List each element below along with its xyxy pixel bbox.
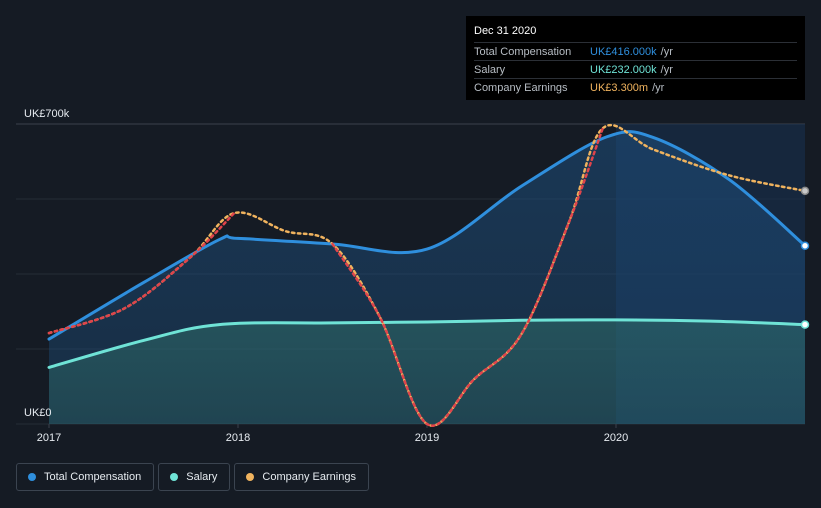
legend-item-company-earnings[interactable]: Company Earnings [234,463,369,491]
x-tick-label-2019: 2019 [415,432,439,444]
tooltip-value: UK£3.300m [590,81,649,94]
company-earnings-decline-segment [331,127,605,427]
legend-item-total-compensation[interactable]: Total Compensation [16,463,155,491]
chart-legend: Total Compensation Salary Company Earnin… [16,463,369,491]
x-tick-label-2017: 2017 [37,432,61,444]
tooltip-row-total-compensation: Total Compensation UK£416.000k /yr [474,42,797,60]
company-earnings-line [47,123,807,427]
compensation-chart: UK£700k UK£0 2017 2018 2019 2020 [16,108,810,444]
legend-item-salary[interactable]: Salary [158,463,231,491]
total-compensation-line [47,130,807,341]
legend-label: Total Compensation [44,471,142,483]
legend-label: Salary [186,471,218,483]
total-compensation-end-point[interactable] [800,241,810,250]
salary-line [47,318,807,369]
tooltip-row-company-earnings: Company Earnings UK£3.300m /yr [474,78,797,96]
y-tick-label-top: UK£700k [24,108,70,120]
legend-label: Company Earnings [262,471,356,483]
salary-end-point[interactable] [800,320,810,329]
tooltip-row-salary: Salary UK£232.000k /yr [474,60,797,78]
tooltip-unit: /yr [660,63,673,76]
y-tick-label-bottom: UK£0 [24,407,52,419]
tooltip-value: UK£232.000k [590,63,657,76]
tooltip-date: Dec 31 2020 [474,25,537,37]
salary-area [49,319,805,424]
legend-dot-icon [28,473,36,481]
tooltip-label: Company Earnings [474,81,568,94]
tooltip-label: Total Compensation [474,45,572,58]
x-tick-label-2020: 2020 [604,432,628,444]
tooltip-unit: /yr [660,45,673,58]
company-earnings-end-point[interactable] [800,186,810,196]
hover-tooltip: Dec 31 2020 Total Compensation UK£416.00… [466,16,805,100]
legend-dot-icon [246,473,255,481]
legend-dot-icon [170,473,179,481]
tooltip-value: UK£416.000k [590,45,657,58]
company-earnings-decline-segment [47,211,236,335]
tooltip-unit: /yr [652,81,665,94]
x-tick-label-2018: 2018 [226,432,250,444]
tooltip-label: Salary [474,63,506,76]
